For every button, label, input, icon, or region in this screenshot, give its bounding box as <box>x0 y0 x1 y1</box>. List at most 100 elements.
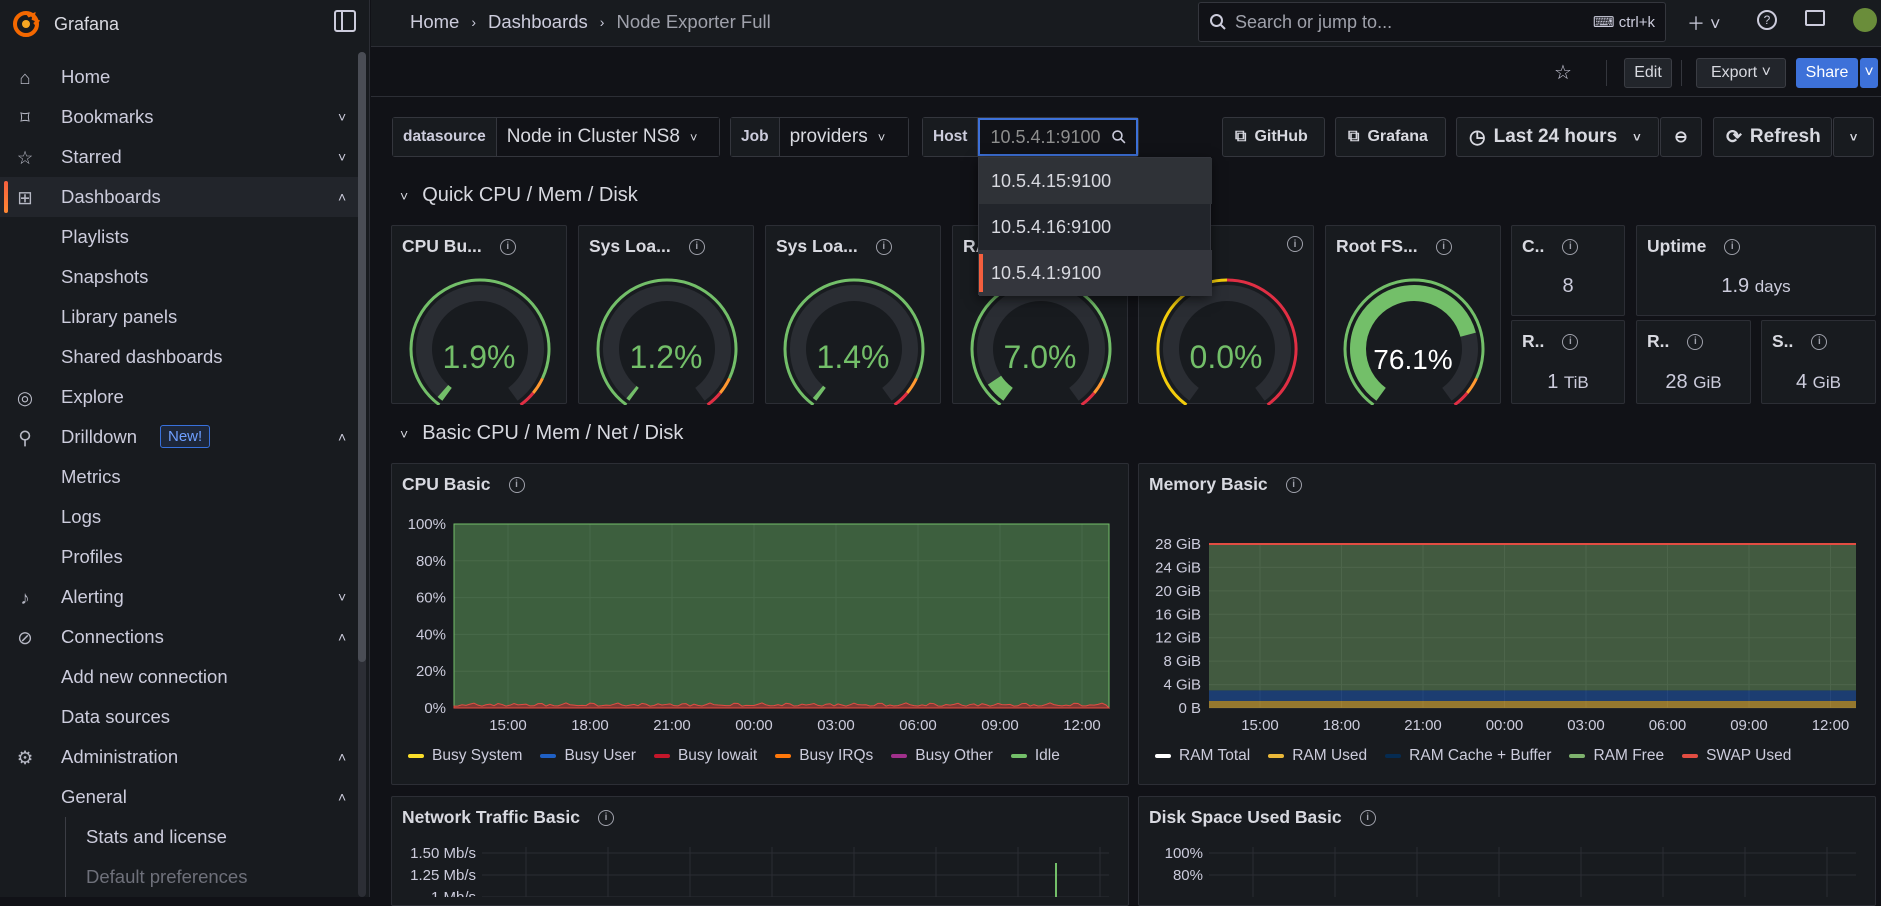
help-icon[interactable]: ? <box>1757 10 1777 30</box>
info-icon[interactable]: i <box>499 238 516 255</box>
sidebar-item-explore[interactable]: ◎ Explore <box>0 377 365 417</box>
legend-swatch <box>540 754 557 758</box>
edit-button[interactable]: Edit <box>1624 58 1672 88</box>
info-icon[interactable]: i <box>1724 238 1741 255</box>
network-traffic-chart[interactable]: 1.50 Mb/s 1.25 Mb/s 1 Mb/s <box>392 837 1128 897</box>
chevron-down-icon[interactable]: ˅ <box>338 109 347 125</box>
avatar[interactable] <box>1853 8 1877 32</box>
sidebar-item-metrics[interactable]: Metrics <box>0 457 365 497</box>
info-icon[interactable]: i <box>1435 238 1452 255</box>
sidebar-item-dashboards[interactable]: ⊞ Dashboards ˄ <box>0 177 365 217</box>
share-menu-chevron-icon[interactable]: ˅ <box>1860 58 1878 88</box>
host-option[interactable]: 10.5.4.16:9100 <box>991 216 1112 237</box>
dashboards-icon: ⊞ <box>17 187 33 208</box>
sidebar-item-administration[interactable]: ⚙ Administration ˄ <box>0 737 365 777</box>
time-range-picker[interactable]: ◷ Last 24 hours ˅ <box>1456 117 1659 157</box>
sidebar-scroll-thumb[interactable] <box>358 52 366 662</box>
legend-item[interactable]: RAM Total <box>1155 747 1250 765</box>
sidebar-item-library-panels[interactable]: Library panels <box>0 297 365 337</box>
external-link-icon: ⧉ <box>1348 128 1360 145</box>
info-icon[interactable]: i <box>1285 476 1302 493</box>
memory-basic-chart[interactable]: 28 GiB 24 GiB 20 GiB 16 GiB 12 GiB 8 GiB 4 GiB… <box>1139 504 1875 744</box>
legend-item[interactable]: Busy User <box>540 747 636 765</box>
job-select[interactable]: providers ˅ <box>779 118 908 156</box>
brand[interactable]: Grafana <box>12 10 119 38</box>
cpu-basic-chart[interactable]: 100% 80% 60% 40% 20% 0% 15:00 18:00 21:00 00:00 03… <box>392 504 1128 744</box>
sidebar: Grafana ⌂ Home ⌑ Bookmarks ˅ ☆ Starred ˅ ⊞ Dashbo… <box>0 0 370 897</box>
chevron-up-icon[interactable]: ˄ <box>338 429 347 445</box>
chevron-up-icon[interactable]: ˄ <box>338 189 347 205</box>
sidebar-item-starred[interactable]: ☆ Starred ˅ <box>0 137 365 177</box>
legend-item[interactable]: RAM Free <box>1569 747 1664 765</box>
chevron-up-icon[interactable]: ˄ <box>338 629 347 645</box>
info-icon[interactable]: i <box>688 238 705 255</box>
sidebar-item-add-new-connection[interactable]: Add new connection <box>0 657 365 697</box>
breadcrumb-dashboards[interactable]: Dashboards <box>488 11 588 32</box>
host-input[interactable]: 10.5.4.1:9100 <box>978 118 1139 156</box>
legend-item[interactable]: Busy Iowait <box>653 747 757 765</box>
share-button[interactable]: Share <box>1796 58 1858 88</box>
sidebar-item-logs[interactable]: Logs <box>0 497 365 537</box>
sidebar-item-label: Library panels <box>61 306 178 327</box>
sidebar-item-data-sources[interactable]: Data sources <box>0 697 365 737</box>
legend-label: RAM Total <box>1179 747 1251 764</box>
disk-space-chart[interactable]: 100% 80% <box>1139 837 1875 897</box>
sidebar-item-stats-and-license[interactable]: Stats and license <box>0 817 365 857</box>
legend-item[interactable]: Busy Other <box>891 747 993 765</box>
chevron-down-icon[interactable]: ˅ <box>338 589 347 605</box>
gauge-chart <box>409 278 551 405</box>
refresh-button[interactable]: ⟳ Refresh <box>1713 117 1832 157</box>
sidebar-item-default-preferences[interactable]: Default preferences <box>0 857 365 897</box>
sidebar-item-alerting[interactable]: ♪ Alerting ˅ <box>0 577 365 617</box>
chevron-right-icon: › <box>471 14 477 30</box>
legend-item[interactable]: Idle <box>1010 747 1060 765</box>
host-option-selected[interactable]: 10.5.4.1:9100 <box>979 250 1212 296</box>
github-link[interactable]: ⧉ GitHub <box>1222 117 1325 157</box>
sidebar-item-playlists[interactable]: Playlists <box>0 217 365 257</box>
info-icon[interactable]: i <box>508 476 525 493</box>
x-tick-label: 18:00 <box>571 717 609 734</box>
legend-item[interactable]: Busy System <box>408 747 522 765</box>
chevron-up-icon[interactable]: ˄ <box>338 749 347 765</box>
legend-swatch <box>653 754 670 758</box>
legend-item[interactable]: RAM Cache + Buffer <box>1385 747 1551 765</box>
add-icon[interactable]: ＋ ˅ <box>1687 14 1721 34</box>
sidebar-item-connections[interactable]: ⊘ Connections ˄ <box>0 617 365 657</box>
zoom-out-icon[interactable]: ⊖ <box>1660 117 1702 157</box>
sidebar-item-home[interactable]: ⌂ Home <box>0 57 365 97</box>
info-icon[interactable]: i <box>1562 333 1579 350</box>
info-icon[interactable]: i <box>1811 333 1828 350</box>
legend-item[interactable]: SWAP Used <box>1682 747 1791 765</box>
sidebar-item-snapshots[interactable]: Snapshots <box>0 257 365 297</box>
chevron-down-icon[interactable]: ˅ <box>338 149 347 165</box>
refresh-interval-chevron-icon[interactable]: ˅ <box>1833 117 1874 157</box>
datasource-label: datasource <box>393 118 497 156</box>
y-tick-label: 60% <box>416 590 446 607</box>
search-input[interactable]: Search or jump to... ⌨ ctrl+k <box>1198 2 1666 42</box>
sidebar-item-bookmarks[interactable]: ⌑ Bookmarks ˅ <box>0 97 365 137</box>
export-button[interactable]: Export ˅ <box>1696 58 1786 88</box>
grafana-link[interactable]: ⧉ Grafana <box>1335 117 1446 157</box>
news-icon[interactable] <box>1805 10 1825 26</box>
host-option[interactable]: 10.5.4.15:9100 <box>979 158 1212 204</box>
legend-item[interactable]: RAM Used <box>1268 747 1367 765</box>
breadcrumb-home[interactable]: Home <box>410 11 460 32</box>
sidebar-item-general[interactable]: General ˄ <box>0 777 365 817</box>
star-icon[interactable]: ☆ <box>1554 62 1572 84</box>
info-icon[interactable]: i <box>597 809 614 826</box>
row-basic-cpu-mem-net-disk[interactable]: ˅ Basic CPU / Mem / Net / Disk <box>400 422 683 445</box>
sidebar-item-profiles[interactable]: Profiles <box>0 537 365 577</box>
info-icon[interactable]: i <box>1687 333 1704 350</box>
gauge-value: 1.9% <box>442 339 516 375</box>
sidebar-item-shared-dashboards[interactable]: Shared dashboards <box>0 337 365 377</box>
info-icon[interactable]: i <box>1562 238 1579 255</box>
datasource-select[interactable]: Node in Cluster NS8 ˅ <box>496 118 719 156</box>
dock-menu-icon[interactable] <box>334 10 356 32</box>
info-icon[interactable]: i <box>1287 236 1303 252</box>
row-quick-cpu-mem-disk[interactable]: ˅ Quick CPU / Mem / Disk <box>400 184 638 207</box>
chevron-up-icon[interactable]: ˄ <box>338 789 347 805</box>
sidebar-item-drilldown[interactable]: ⚲ Drilldown New! ˄ <box>0 417 365 457</box>
info-icon[interactable]: i <box>875 238 892 255</box>
info-icon[interactable]: i <box>1359 809 1376 826</box>
legend-item[interactable]: Busy IRQs <box>775 747 873 765</box>
